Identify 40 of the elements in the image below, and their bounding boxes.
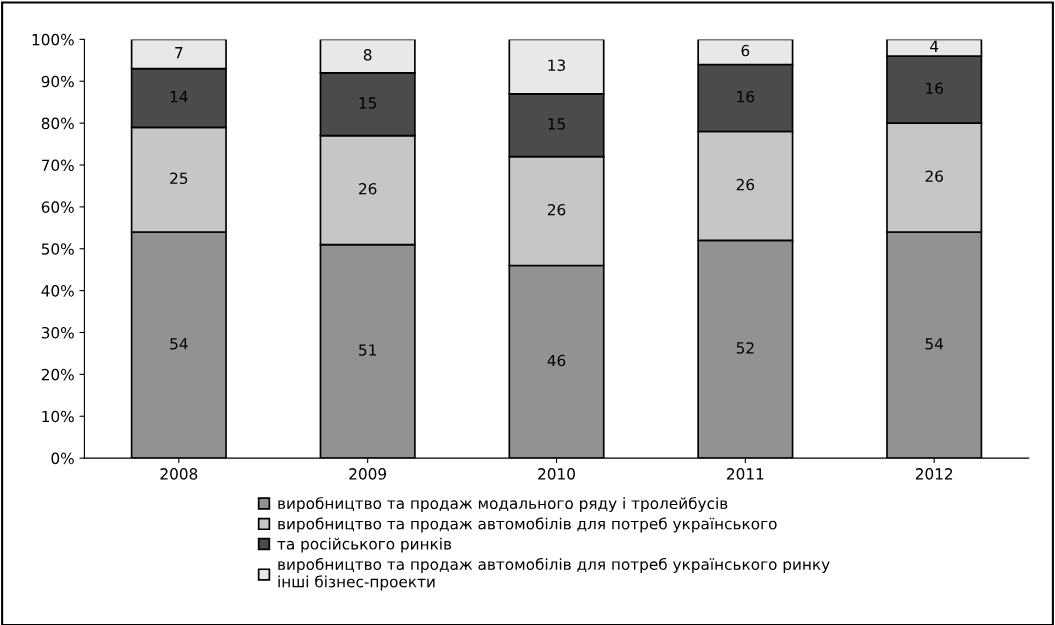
data-label: 7 [175, 47, 183, 59]
data-label: 4 [930, 40, 939, 52]
y-tick-label: 50% [41, 243, 74, 255]
y-tick-label: 80% [41, 117, 74, 130]
data-label: 14 [170, 91, 188, 103]
data-label: 15 [548, 118, 565, 130]
data-label: 51 [359, 344, 376, 356]
data-label: 26 [359, 183, 377, 195]
data-label: 46 [547, 354, 566, 367]
y-tick-label: 20% [41, 368, 74, 381]
data-label: 54 [925, 338, 944, 350]
data-label: 16 [737, 90, 755, 103]
data-label: 25 [170, 172, 188, 185]
data-label: 26 [547, 203, 566, 216]
data-label: 16 [926, 82, 943, 95]
x-tick-label: 2012 [915, 468, 953, 480]
data-label: 8 [363, 49, 372, 61]
y-tick-label: 10% [42, 410, 74, 423]
y-tick-label: 40% [41, 285, 74, 297]
y-tick-label: 30% [41, 326, 74, 339]
y-tick-label: 70% [41, 159, 74, 172]
data-label: 26 [736, 178, 755, 191]
y-tick-label: 100% [32, 33, 74, 46]
data-label: 54 [170, 338, 188, 350]
data-label: 26 [925, 170, 943, 182]
data-label: 13 [548, 59, 566, 72]
legend-label: виробництво та продаж автомобілів для потреб українського [278, 517, 777, 533]
x-tick-label: 2010 [538, 468, 575, 480]
data-label: 52 [736, 342, 754, 354]
x-tick-label: 2009 [349, 468, 387, 480]
x-tick-label: 2011 [727, 468, 764, 480]
legend-label: виробництво та продаж автомобілів для потреб українського ринку інші бізнес-проекти [278, 557, 830, 591]
legend-label: та російського ринків [277, 537, 452, 553]
legend-label: виробництво та продаж модального ряду і тролейбусів [278, 497, 728, 513]
x-tick-label: 2008 [160, 468, 198, 480]
data-label: 15 [359, 97, 377, 109]
y-tick-label: 60% [41, 201, 74, 213]
y-tick-label: 0% [51, 452, 74, 465]
data-label: 6 [741, 44, 750, 57]
y-tick-label: 90% [41, 75, 74, 88]
